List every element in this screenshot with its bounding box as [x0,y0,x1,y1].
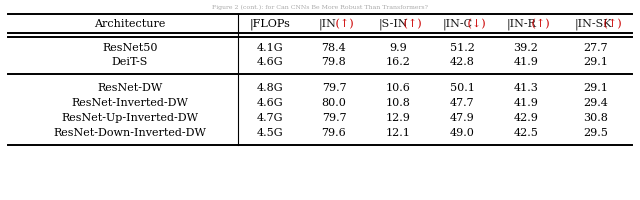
Text: 39.2: 39.2 [513,43,538,53]
Text: Architecture: Architecture [94,19,166,29]
Text: (↑): (↑) [528,19,550,29]
Text: Figure 2 (cont.): for Can CNNs Be More Robust Than Transformers?: Figure 2 (cont.): for Can CNNs Be More R… [212,5,428,10]
Text: 4.7G: 4.7G [257,113,284,123]
Text: ResNet-DW: ResNet-DW [97,83,163,93]
Text: 79.7: 79.7 [322,113,346,123]
Text: 4.1G: 4.1G [257,43,284,53]
Text: 42.5: 42.5 [513,128,538,138]
Text: |IN: |IN [319,18,337,30]
Text: 16.2: 16.2 [385,57,410,67]
Text: ResNet-Down-Inverted-DW: ResNet-Down-Inverted-DW [54,128,207,138]
Text: 29.4: 29.4 [584,98,609,108]
Text: 29.5: 29.5 [584,128,609,138]
Text: 4.5G: 4.5G [257,128,284,138]
Text: ResNet-Inverted-DW: ResNet-Inverted-DW [72,98,188,108]
Text: |IN-SK: |IN-SK [575,18,612,30]
Text: 41.9: 41.9 [513,57,538,67]
Text: 10.8: 10.8 [385,98,410,108]
Text: 80.0: 80.0 [321,98,346,108]
Text: 29.1: 29.1 [584,57,609,67]
Text: 47.9: 47.9 [450,113,474,123]
Text: 41.3: 41.3 [513,83,538,93]
Text: 79.8: 79.8 [322,57,346,67]
Text: 50.1: 50.1 [449,83,474,93]
Text: (↑): (↑) [400,19,422,29]
Text: 4.6G: 4.6G [257,57,284,67]
Text: |IN-C: |IN-C [443,18,473,30]
Text: DeiT-S: DeiT-S [112,57,148,67]
Text: 4.8G: 4.8G [257,83,284,93]
Text: 10.6: 10.6 [385,83,410,93]
Text: 42.9: 42.9 [513,113,538,123]
Text: 79.6: 79.6 [322,128,346,138]
Text: 49.0: 49.0 [449,128,474,138]
Text: |IN-R: |IN-R [507,18,536,30]
Text: 27.7: 27.7 [584,43,608,53]
Text: |FLOPs: |FLOPs [250,18,291,30]
Text: 42.8: 42.8 [449,57,474,67]
Text: (↓): (↓) [464,19,486,29]
Text: 47.7: 47.7 [450,98,474,108]
Text: 9.9: 9.9 [389,43,407,53]
Text: 78.4: 78.4 [322,43,346,53]
Text: (↑): (↑) [600,19,622,29]
Text: ResNet50: ResNet50 [102,43,157,53]
Text: ResNet-Up-Inverted-DW: ResNet-Up-Inverted-DW [61,113,198,123]
Text: 12.1: 12.1 [385,128,410,138]
Text: 79.7: 79.7 [322,83,346,93]
Text: 51.2: 51.2 [449,43,474,53]
Text: 12.9: 12.9 [385,113,410,123]
Text: 41.9: 41.9 [513,98,538,108]
Text: 29.1: 29.1 [584,83,609,93]
Text: 4.6G: 4.6G [257,98,284,108]
Text: (↑): (↑) [332,19,353,29]
Text: 30.8: 30.8 [584,113,609,123]
Text: |S-IN: |S-IN [379,18,408,30]
